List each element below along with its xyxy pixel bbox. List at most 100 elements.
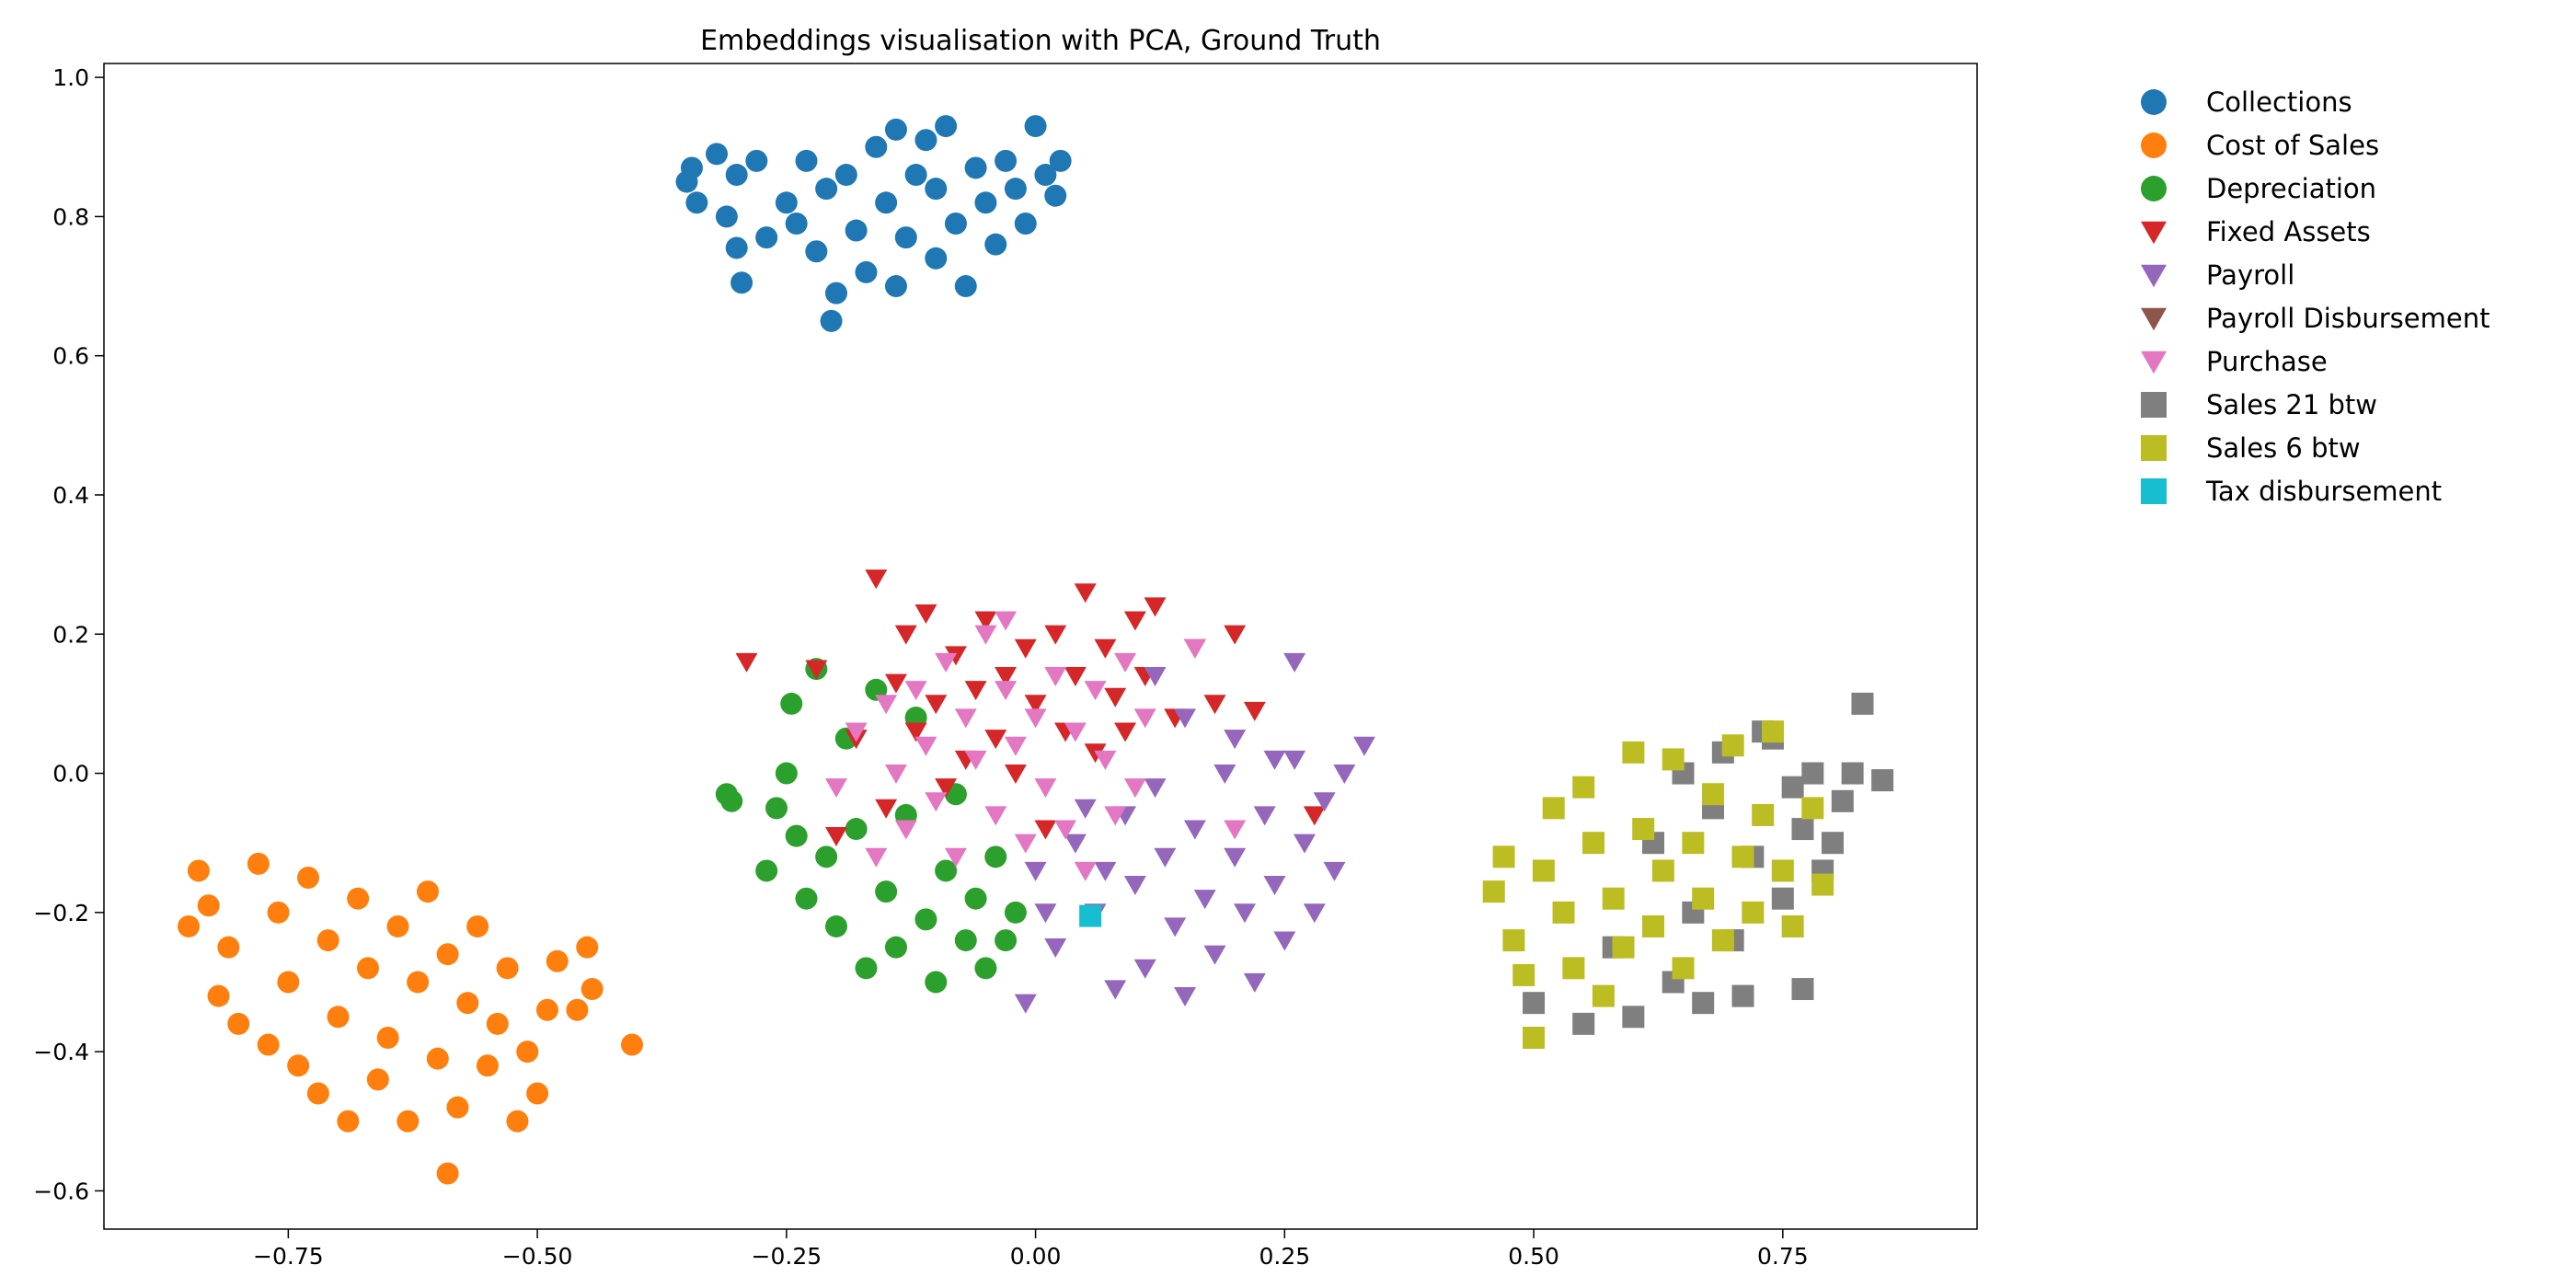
point-collections [954, 275, 977, 298]
point-sales-6-btw [1612, 936, 1635, 959]
point-collections [755, 226, 778, 249]
point-fixed-assets [875, 799, 898, 819]
point-sales-6-btw [1592, 984, 1615, 1007]
legend-marker-tax-disbursement [2141, 478, 2167, 504]
series-tax-disbursement [1079, 904, 1102, 927]
point-collections [935, 115, 958, 138]
legend-entry-sales-21-btw: Sales 21 btw [2141, 389, 2377, 420]
point-collections [725, 164, 748, 187]
point-purchase [914, 736, 937, 756]
point-fixed-assets [925, 695, 948, 715]
point-depreciation [1004, 901, 1027, 924]
point-fixed-assets [805, 660, 828, 680]
point-cost-of-sales [407, 971, 430, 994]
point-cost-of-sales [306, 1082, 329, 1105]
point-cost-of-sales [426, 1047, 449, 1070]
point-cost-of-sales [546, 949, 569, 972]
point-collections [824, 282, 847, 305]
point-cost-of-sales [187, 859, 210, 882]
point-payroll [1253, 806, 1276, 826]
y-tick-label: −0.6 [33, 1178, 89, 1204]
legend-label: Purchase [2206, 346, 2328, 377]
point-payroll [1243, 972, 1266, 993]
point-sales-6-btw [1662, 748, 1685, 771]
legend-entry-collections: Collections [2141, 86, 2352, 118]
y-tick-label: 1.0 [52, 64, 89, 91]
point-cost-of-sales [337, 1110, 360, 1133]
point-collections [1014, 212, 1037, 235]
point-payroll [1333, 764, 1356, 784]
point-payroll [1133, 959, 1156, 979]
point-cost-of-sales [366, 1068, 389, 1091]
y-tick-label: 0.0 [52, 761, 89, 788]
point-payroll [1074, 799, 1097, 819]
point-purchase [925, 792, 948, 812]
point-purchase [1183, 638, 1206, 659]
point-sales-6-btw [1672, 957, 1695, 980]
point-cost-of-sales [436, 1162, 459, 1185]
point-collections [745, 149, 768, 172]
legend-entry-payroll: Payroll [2141, 259, 2294, 291]
point-payroll [1273, 931, 1296, 951]
point-sales-21-btw [1523, 992, 1546, 1015]
x-axis: −0.75 −0.50 −0.25 0.00 0.25 0.50 0.75 [253, 1229, 1809, 1270]
point-purchase [894, 820, 917, 840]
point-sales-6-btw [1582, 832, 1605, 855]
point-sales-6-btw [1721, 734, 1744, 757]
point-fixed-assets [1004, 764, 1027, 784]
point-fixed-assets [1024, 695, 1047, 715]
legend-marker-payroll [2141, 264, 2167, 288]
point-fixed-assets [824, 827, 847, 847]
point-fixed-assets [944, 646, 967, 666]
legend-marker-collections [2141, 89, 2167, 115]
point-cost-of-sales [397, 1110, 420, 1133]
point-sales-21-btw [1572, 1012, 1595, 1035]
point-payroll [1224, 847, 1247, 868]
series-depreciation [715, 658, 1027, 994]
point-fixed-assets [1074, 583, 1097, 604]
point-purchase [875, 695, 898, 715]
point-collections [974, 191, 997, 214]
point-purchase [1004, 736, 1027, 756]
point-cost-of-sales [496, 957, 519, 980]
point-collections [845, 219, 868, 242]
point-fixed-assets [1104, 687, 1127, 707]
point-payroll [1224, 730, 1247, 750]
point-sales-6-btw [1523, 1026, 1546, 1049]
point-sales-6-btw [1492, 845, 1515, 868]
point-payroll [1094, 861, 1117, 881]
point-payroll [1323, 861, 1346, 881]
point-payroll [1234, 903, 1257, 924]
point-purchase [1014, 834, 1037, 854]
series-payroll [1014, 652, 1375, 1014]
point-purchase [824, 778, 847, 799]
legend-label: Tax disbursement [2205, 476, 2442, 507]
x-tick-label: 0.50 [1508, 1243, 1559, 1270]
point-cost-of-sales [207, 984, 230, 1007]
point-collections [944, 212, 967, 235]
point-fixed-assets [1064, 667, 1087, 687]
x-tick-label: −0.50 [502, 1243, 573, 1270]
point-payroll [1303, 903, 1326, 924]
point-depreciation [984, 845, 1007, 868]
point-collections [865, 135, 888, 158]
point-purchase [995, 681, 1018, 701]
point-purchase [1054, 820, 1077, 840]
point-fixed-assets [1243, 701, 1266, 721]
legend-marker-purchase [2141, 351, 2167, 374]
point-fixed-assets [1034, 820, 1057, 840]
legend-entry-cost-of-sales: Cost of Sales [2141, 130, 2379, 161]
point-payroll [1164, 917, 1187, 937]
point-purchase [1084, 681, 1107, 701]
point-cost-of-sales [466, 914, 489, 937]
point-fixed-assets [995, 667, 1018, 687]
point-depreciation [720, 789, 743, 812]
legend-entry-fixed-assets: Fixed Assets [2141, 216, 2371, 247]
point-cost-of-sales [526, 1082, 549, 1105]
point-purchase [1024, 708, 1047, 729]
point-depreciation [845, 818, 868, 841]
legend-marker-sales-6-btw [2141, 435, 2167, 461]
point-collections [1034, 164, 1057, 187]
point-cost-of-sales [247, 852, 270, 875]
point-payroll [1203, 945, 1226, 965]
